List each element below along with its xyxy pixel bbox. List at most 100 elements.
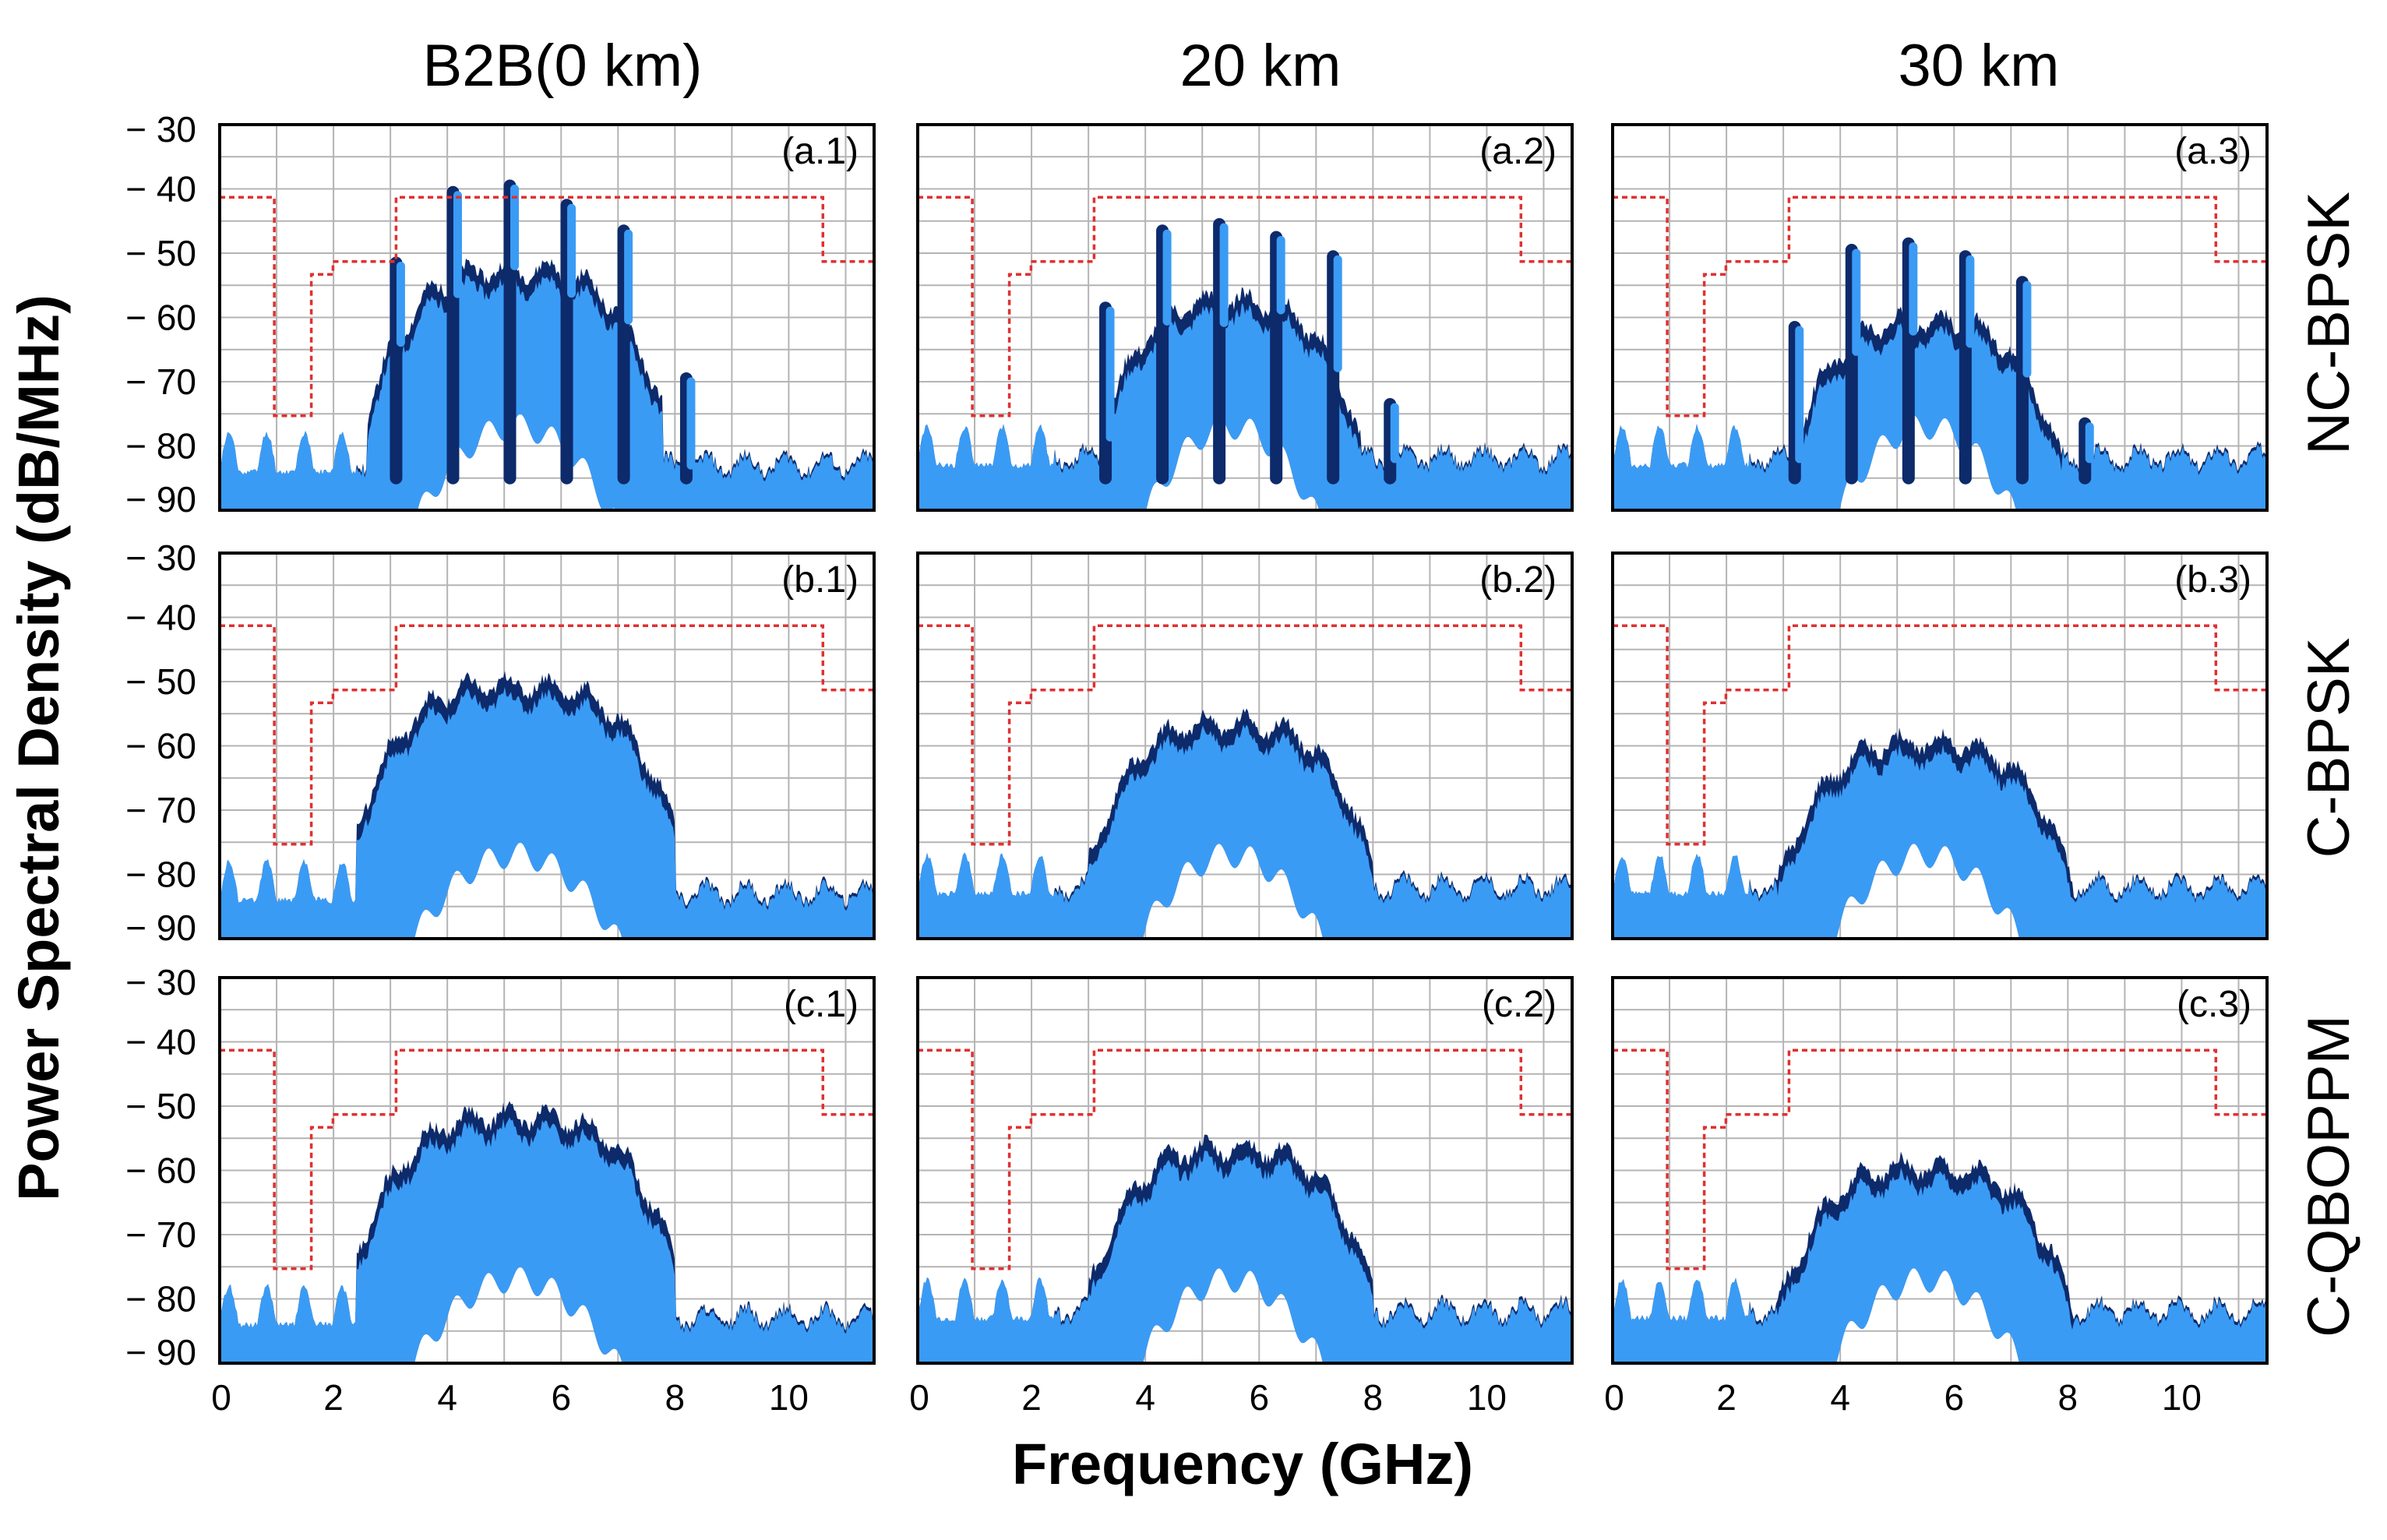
column-title-30km: 30 km	[1899, 33, 2060, 99]
panel-label: (c.3)	[2177, 984, 2251, 1025]
gridlines	[1613, 978, 2267, 1363]
panel-label: (b.2)	[1479, 559, 1557, 601]
plot-area	[918, 624, 1572, 939]
x-tick-label: 0	[909, 1377, 929, 1418]
plot-area	[220, 624, 874, 939]
y-tick-label: − 70	[125, 790, 196, 830]
x-tick-label: 8	[2058, 1377, 2078, 1418]
x-tick-label: 10	[2162, 1377, 2202, 1418]
plot-area	[918, 196, 1572, 510]
psd-trace-light	[220, 271, 874, 510]
x-tick-label: 0	[211, 1377, 231, 1418]
panel-label: (c.2)	[1482, 984, 1557, 1025]
y-tick-label: − 40	[125, 597, 196, 638]
emission-mask	[1613, 196, 2267, 418]
panel-label: (c.1)	[784, 984, 859, 1025]
panel-frame	[218, 976, 876, 1365]
x-tick-label: 4	[1135, 1377, 1155, 1418]
row-title-c-qboppm: C-QBOPPM	[2296, 1015, 2362, 1337]
x-tick-label: 2	[1716, 1377, 1736, 1418]
plot-area	[220, 179, 874, 510]
x-tick-labels: 0 2 4 6 8 10 0 2 4 6 8 10 0 2 4 6 8 10	[211, 1377, 2202, 1418]
panel-c-1: (c.1)	[218, 976, 876, 1365]
panel-b-1: (b.1)	[218, 552, 876, 940]
psd-trace-light	[1613, 743, 2267, 939]
emission-mask	[220, 624, 874, 846]
y-tick-labels: − 30 − 40 − 50 − 60 − 70 − 80 − 90 − 30 − 40 − 50…	[125, 109, 196, 1373]
panel-frame	[916, 123, 1574, 512]
panel-c-2: (c.2)	[916, 976, 1574, 1365]
psd-trace-light	[918, 303, 1572, 510]
panel-frame	[1611, 552, 2269, 940]
emission-mask	[220, 1048, 874, 1270]
y-tick-label: − 30	[125, 962, 196, 1003]
x-tick-label: 4	[1830, 1377, 1850, 1418]
row-title-c-bpsk: C-BPSK	[2296, 638, 2362, 858]
emission-mask	[918, 1048, 1572, 1270]
panel-c-3: (c.3)	[1611, 976, 2269, 1365]
panel-label: (b.3)	[2174, 559, 2251, 601]
row-title-nc-bpsk: NC-BPSK	[2296, 192, 2362, 455]
emission-mask	[918, 196, 1572, 418]
emission-mask	[220, 196, 874, 418]
panel-frame	[218, 552, 876, 940]
psd-trace-light	[918, 1151, 1572, 1363]
x-axis-title: Frequency (GHz)	[1012, 1432, 1473, 1496]
x-tick-label: 8	[1363, 1377, 1384, 1418]
gridlines	[220, 125, 874, 510]
panel-frame	[218, 123, 876, 512]
y-tick-label: − 60	[125, 726, 196, 766]
emission-mask	[1613, 1048, 2267, 1270]
plot-area	[1613, 624, 2267, 939]
gridlines	[1613, 553, 2267, 939]
y-tick-label: − 40	[125, 1022, 196, 1062]
panel-grid: (a.1) (a.2) (a.3) (b.1) (b.2) (b.3) (c.1) (c.2)…	[218, 123, 2269, 1365]
panel-frame	[916, 552, 1574, 940]
y-axis-title: Power Spectral Density (dB/MHz)	[6, 294, 71, 1201]
panel-frame	[916, 976, 1574, 1365]
y-tick-label: − 60	[125, 1151, 196, 1191]
plot-area	[1613, 196, 2267, 510]
x-tick-label: 4	[437, 1377, 457, 1418]
x-tick-label: 6	[1944, 1377, 1964, 1418]
panel-label: (a.1)	[781, 131, 859, 172]
y-tick-label: − 30	[125, 537, 196, 578]
emission-mask	[1613, 624, 2267, 846]
gridlines	[918, 553, 1572, 939]
y-tick-label: − 80	[125, 855, 196, 895]
psd-trace-light	[220, 1117, 874, 1363]
x-tick-label: 6	[551, 1377, 571, 1418]
y-tick-label: − 90	[125, 1332, 196, 1373]
psd-trace-light	[918, 724, 1572, 939]
psd-trace-light	[1613, 322, 2267, 510]
emission-mask	[918, 624, 1572, 846]
panel-a-3: (a.3)	[1611, 123, 2269, 512]
y-tick-label: − 70	[125, 1214, 196, 1255]
x-tick-label: 6	[1249, 1377, 1269, 1418]
panel-frame	[1611, 976, 2269, 1365]
x-tick-label: 0	[1604, 1377, 1624, 1418]
x-tick-label: 2	[1021, 1377, 1042, 1418]
panel-b-2: (b.2)	[916, 552, 1574, 940]
panel-label: (b.1)	[781, 559, 859, 601]
y-tick-label: − 50	[125, 661, 196, 702]
plot-area	[220, 1048, 874, 1363]
panel-a-2: (a.2)	[916, 123, 1574, 512]
x-tick-label: 8	[665, 1377, 686, 1418]
x-tick-label: 10	[769, 1377, 809, 1418]
y-tick-label: − 80	[125, 1279, 196, 1320]
plot-area	[918, 1048, 1572, 1363]
panel-a-1: (a.1)	[218, 123, 876, 512]
y-tick-label: − 40	[125, 169, 196, 210]
y-tick-label: − 50	[125, 233, 196, 273]
panel-frame	[1611, 123, 2269, 512]
x-tick-label: 10	[1467, 1377, 1507, 1418]
x-tick-label: 2	[323, 1377, 344, 1418]
panel-b-3: (b.3)	[1611, 552, 2269, 940]
y-tick-label: − 90	[125, 479, 196, 520]
panel-label: (a.2)	[1479, 131, 1557, 172]
y-tick-label: − 50	[125, 1086, 196, 1126]
column-title-b2b: B2B(0 km)	[423, 33, 703, 99]
y-tick-label: − 70	[125, 361, 196, 402]
